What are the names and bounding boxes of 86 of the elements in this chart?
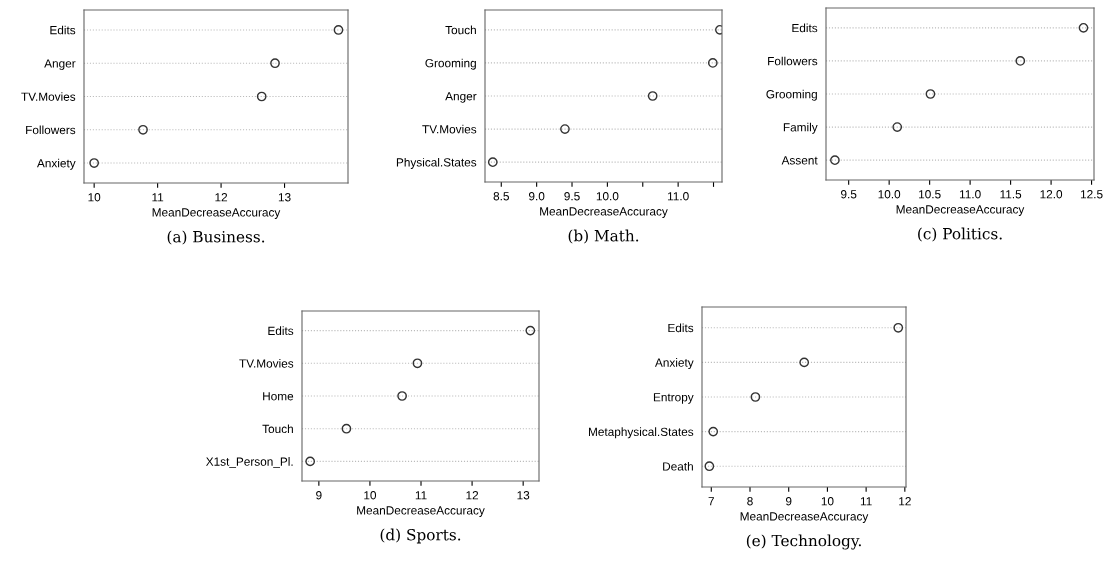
text: (b) Math. xyxy=(568,229,639,244)
y-tick-label: Family xyxy=(783,122,818,134)
x-axis-title: MeanDecreaseAccuracy xyxy=(896,205,1025,216)
x-tick-label: 11 xyxy=(152,193,164,202)
y-tick-label: Anger xyxy=(44,59,76,70)
y-tick-label: Touch xyxy=(262,424,293,434)
x-tick-label: 10.5 xyxy=(919,190,941,199)
x-tick-label: 10 xyxy=(88,193,101,202)
x-tick-label: 11.5 xyxy=(1000,190,1022,199)
y-tick-label: Anxiety xyxy=(654,358,694,370)
y-tick-label: X1st_Person_Pl. xyxy=(206,457,293,469)
point xyxy=(925,89,936,99)
y-tick-label: Metaphysical.States xyxy=(589,427,694,439)
x-axis-title: MeanDecreaseAccuracy xyxy=(540,207,668,218)
x-axis-title: MeanDecreaseAccuracy xyxy=(357,506,485,517)
x-tick-label: 12 xyxy=(899,497,911,506)
x-tick-label: 12.0 xyxy=(1040,190,1063,199)
y-tick-label: Followers xyxy=(768,56,818,66)
y-tick-label: Touch xyxy=(445,25,476,35)
x-tick-label: 11 xyxy=(415,491,427,500)
text: (a) Business. xyxy=(167,230,265,245)
x-tick-label: 7 xyxy=(708,497,714,506)
x-axis-title: MeanDecreaseAccuracy xyxy=(152,208,281,219)
x-tick-label: 12 xyxy=(466,491,479,500)
point xyxy=(341,423,352,434)
y-tick-label: Anxiety xyxy=(36,158,76,170)
point xyxy=(138,124,148,135)
y-tick-label: TV.Movies xyxy=(239,359,294,368)
x-tick-label: 12 xyxy=(215,193,228,202)
y-tick-label: Followers xyxy=(26,125,76,135)
text: (e) Technology. xyxy=(746,534,861,550)
x-tick-label: 9.5 xyxy=(564,192,580,201)
x-tick-label: 8 xyxy=(747,497,753,506)
point xyxy=(256,91,267,102)
y-tick-label: Edits xyxy=(268,326,294,336)
point xyxy=(799,357,810,368)
x-tick-label: 9.5 xyxy=(841,190,857,199)
y-tick-label: Physical.States xyxy=(396,157,477,169)
y-tick-label: Grooming xyxy=(766,89,817,101)
x-tick-label: 11.0 xyxy=(959,190,981,199)
x-tick-label: 12.5 xyxy=(1080,190,1103,199)
x-tick-label: 10.0 xyxy=(596,192,619,201)
x-tick-label: 13 xyxy=(278,193,291,202)
x-tick-label: 9.0 xyxy=(528,192,545,201)
y-tick-label: TV.Movies xyxy=(21,92,76,101)
point xyxy=(704,461,715,472)
x-tick-label: 11.0 xyxy=(667,192,689,201)
y-tick-label: Edits xyxy=(50,25,76,35)
point xyxy=(333,25,344,35)
x-tick-label: 10 xyxy=(821,497,834,506)
x-tick-label: 13 xyxy=(517,491,530,500)
point xyxy=(708,426,719,437)
text: (c) Politics. xyxy=(918,227,1002,242)
point xyxy=(892,122,903,132)
point xyxy=(412,358,423,369)
x-tick-label: 11 xyxy=(860,497,872,506)
point xyxy=(647,91,658,101)
text: (d) Sports. xyxy=(380,528,461,544)
x-tick-label: 9 xyxy=(316,491,322,500)
y-tick-label: Edits xyxy=(792,23,818,33)
y-tick-label: Grooming xyxy=(425,58,476,70)
x-tick-label: 10.0 xyxy=(878,190,901,199)
point xyxy=(270,58,280,69)
point xyxy=(487,157,498,168)
y-tick-label: Entropy xyxy=(653,393,694,404)
point xyxy=(893,322,904,333)
point xyxy=(89,158,100,168)
y-tick-label: Edits xyxy=(668,323,694,333)
point xyxy=(305,456,316,467)
y-tick-label: TV.Movies xyxy=(422,124,477,134)
x-tick-label: 10 xyxy=(364,491,377,500)
point xyxy=(707,58,718,68)
x-tick-label: 8.5 xyxy=(493,192,509,201)
point xyxy=(397,391,407,401)
point xyxy=(830,155,840,166)
x-axis-title: MeanDecreaseAccuracy xyxy=(740,512,869,523)
point xyxy=(750,392,761,402)
y-tick-label: Home xyxy=(263,392,294,401)
y-tick-label: Anger xyxy=(445,92,477,103)
x-tick-label: 9 xyxy=(785,497,792,506)
point xyxy=(1078,22,1089,33)
point xyxy=(1015,56,1026,66)
y-tick-label: Death xyxy=(663,461,693,471)
point xyxy=(525,325,536,336)
y-tick-label: Assent xyxy=(781,156,818,165)
point xyxy=(560,124,570,134)
